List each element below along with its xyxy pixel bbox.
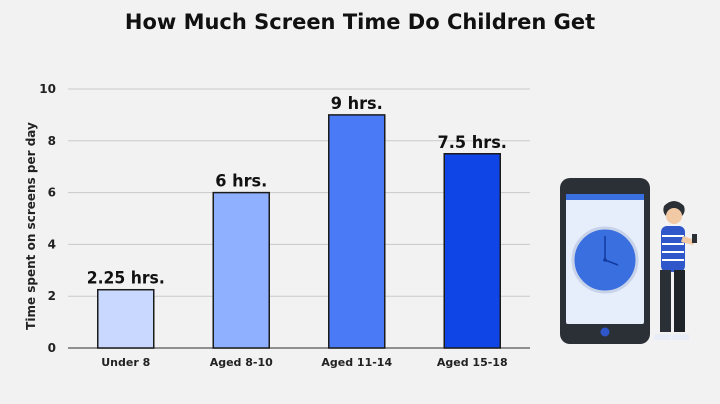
x-tick-label: Under 8 <box>101 356 150 369</box>
person-icon <box>653 201 697 340</box>
y-tick-label: 10 <box>39 82 56 96</box>
y-tick-label: 4 <box>48 237 56 251</box>
home-button <box>600 327 610 337</box>
bar <box>97 288 155 349</box>
y-tick-label: 6 <box>48 186 56 200</box>
bar <box>328 114 386 349</box>
x-tick-label: Aged 15-18 <box>437 356 508 369</box>
screen-status-bar <box>566 194 644 200</box>
y-tick-label: 0 <box>48 341 56 355</box>
bar <box>212 191 270 349</box>
x-tick-label: Aged 8-10 <box>210 356 273 369</box>
bar <box>443 153 501 349</box>
phone-with-clock-and-person-icon <box>560 178 697 344</box>
data-label: 7.5 hrs. <box>438 133 507 153</box>
data-label: 9 hrs. <box>331 94 383 114</box>
y-tick-label: 2 <box>48 289 56 303</box>
chart-title: How Much Screen Time Do Children Get <box>124 10 596 34</box>
clock-icon <box>571 226 639 294</box>
data-label: 6 hrs. <box>215 172 267 192</box>
data-label: 2.25 hrs. <box>87 269 165 289</box>
x-tick-label: Aged 11-14 <box>321 356 392 369</box>
y-tick-label: 8 <box>48 134 56 148</box>
